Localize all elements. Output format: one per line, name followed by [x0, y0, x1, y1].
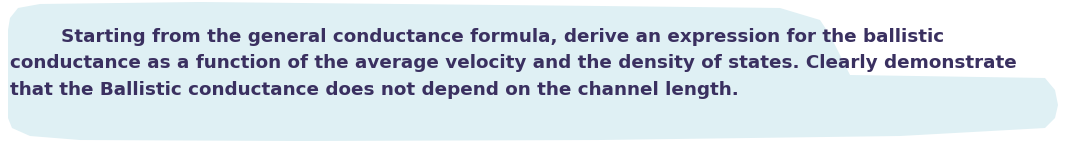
- Polygon shape: [7, 2, 1058, 141]
- Text: Starting from the general conductance formula, derive an expression for the ball: Starting from the general conductance fo…: [10, 28, 1016, 99]
